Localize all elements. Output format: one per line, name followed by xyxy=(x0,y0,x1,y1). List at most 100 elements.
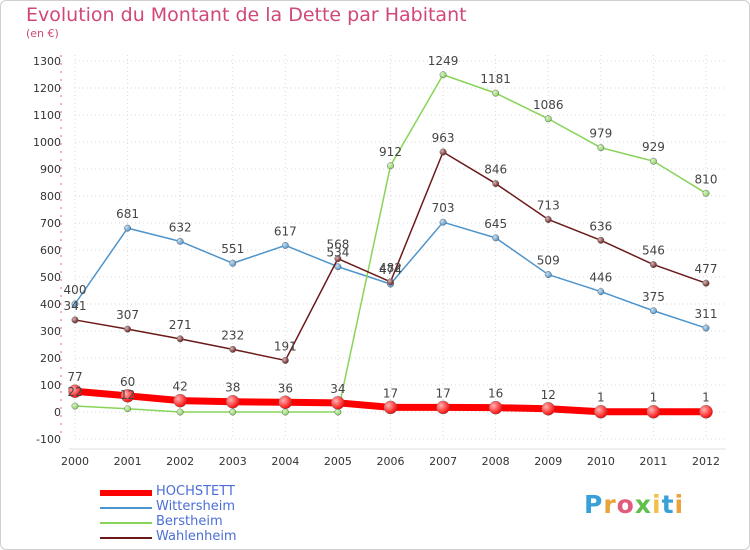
data-point-shine-berstheim xyxy=(229,408,236,416)
y-tick-label: 400 xyxy=(40,298,61,311)
data-label-hochstett: 42 xyxy=(173,380,188,394)
x-tick-label: 2007 xyxy=(429,455,457,468)
y-tick-label: 1000 xyxy=(33,136,61,149)
data-label-hochstett: 16 xyxy=(488,387,503,401)
x-tick-label: 2000 xyxy=(61,455,89,468)
data-label-wittersheim: 703 xyxy=(432,201,455,215)
data-point-shine-berstheim xyxy=(176,408,184,416)
data-point-shine-wittersheim xyxy=(282,242,289,249)
x-tick-label: 2011 xyxy=(639,455,667,468)
data-label-hochstett: 17 xyxy=(435,386,450,400)
data-label-wittersheim: 632 xyxy=(169,220,192,234)
data-label-wittersheim: 617 xyxy=(274,224,297,238)
data-point-shine-hochstett xyxy=(121,389,135,403)
logo-text: Proxiti xyxy=(584,490,685,519)
data-point-shine-berstheim xyxy=(597,144,605,151)
data-label-hochstett: 12 xyxy=(541,388,556,402)
data-point-shine-wittersheim xyxy=(650,307,657,314)
data-point-shine-berstheim xyxy=(439,71,447,78)
data-label-hochstett: 17 xyxy=(383,386,398,400)
data-point-shine-berstheim xyxy=(492,89,499,97)
data-point-shine-wittersheim xyxy=(545,271,552,278)
data-label-wittersheim: 551 xyxy=(221,242,244,256)
data-label-wahlenheim: 477 xyxy=(695,262,718,276)
data-label-berstheim: 979 xyxy=(589,127,612,141)
data-point-shine-wahlenheim xyxy=(282,357,289,364)
data-label-berstheim: 1249 xyxy=(428,54,459,68)
data-point-shine-hochstett xyxy=(646,405,660,419)
data-label-berstheim: 1181 xyxy=(480,72,511,86)
data-point-shine-hochstett xyxy=(226,395,240,409)
data-label-hochstett: 1 xyxy=(597,391,605,405)
data-label-wahlenheim: 568 xyxy=(326,238,349,252)
data-label-wahlenheim: 482 xyxy=(379,261,402,275)
data-point-shine-wittersheim xyxy=(334,263,342,270)
data-label-wittersheim: 375 xyxy=(642,290,665,304)
y-tick-label: 300 xyxy=(40,325,61,338)
data-point-shine-hochstett xyxy=(594,405,608,419)
y-tick-label: 1200 xyxy=(33,82,61,95)
y-tick-label: -100 xyxy=(36,433,61,446)
proxiti-logo: Proxiti xyxy=(584,490,684,519)
data-point-shine-wahlenheim xyxy=(439,148,447,156)
legend: HOCHSTETT Wittersheim Berstheim Wahlenhe… xyxy=(100,484,400,545)
data-point-shine-hochstett xyxy=(489,401,503,415)
data-label-wahlenheim: 271 xyxy=(169,318,192,332)
data-label-wittersheim: 446 xyxy=(589,271,612,285)
x-tick-label: 2008 xyxy=(482,455,510,468)
data-point-shine-wittersheim xyxy=(492,234,499,242)
data-label-berstheim: 810 xyxy=(695,172,718,186)
data-point-shine-wittersheim xyxy=(176,238,184,245)
data-label-hochstett: 60 xyxy=(120,375,135,389)
grid xyxy=(74,55,726,440)
y-tick-label: 800 xyxy=(40,190,61,203)
data-point-shine-wahlenheim xyxy=(650,261,657,268)
x-tick-label: 2005 xyxy=(324,455,352,468)
legend-item-berstheim: Berstheim xyxy=(100,514,400,530)
data-label-wittersheim: 311 xyxy=(695,307,718,321)
data-label-wahlenheim: 846 xyxy=(484,163,507,177)
data-point-shine-wittersheim xyxy=(124,224,131,232)
data-label-wahlenheim: 963 xyxy=(432,131,455,145)
data-label-berstheim: 1086 xyxy=(533,98,564,112)
data-label-wahlenheim: 232 xyxy=(221,328,244,342)
data-point-shine-wittersheim xyxy=(439,218,447,226)
x-tick-label: 2006 xyxy=(377,455,405,468)
legend-swatch-berstheim xyxy=(100,522,152,524)
x-tick-label: 2012 xyxy=(692,455,720,468)
data-point-shine-berstheim xyxy=(545,115,552,122)
y-tick-label: 500 xyxy=(40,271,61,284)
data-label-wahlenheim: 636 xyxy=(589,219,612,233)
data-label-wittersheim: 474 xyxy=(379,263,402,277)
legend-label-wittersheim: Wittersheim xyxy=(156,499,236,514)
data-point-shine-wahlenheim xyxy=(492,180,499,187)
data-label-hochstett: 77 xyxy=(67,370,82,384)
data-point-shine-wahlenheim xyxy=(229,346,236,353)
data-label-wahlenheim: 191 xyxy=(274,339,297,353)
data-point-shine-hochstett xyxy=(331,396,345,410)
legend-label-hochstett: HOCHSTETT xyxy=(156,484,235,499)
data-label-berstheim: 12 xyxy=(120,388,135,402)
data-point-shine-wittersheim xyxy=(597,288,605,295)
x-tick-label: 2009 xyxy=(534,455,562,468)
chart-subtitle: (en €) xyxy=(26,27,59,40)
data-label-wittersheim: 681 xyxy=(116,207,139,221)
data-label-berstheim: 22 xyxy=(67,385,82,399)
data-label-wahlenheim: 713 xyxy=(537,198,560,212)
data-label-hochstett: 1 xyxy=(702,391,710,405)
y-tick-label: 100 xyxy=(40,379,61,392)
data-point-shine-hochstett xyxy=(68,384,82,398)
data-label-hochstett: 1 xyxy=(650,391,658,405)
data-point-shine-berstheim xyxy=(71,402,79,410)
y-tick-label: 600 xyxy=(40,244,61,257)
data-label-hochstett: 36 xyxy=(278,381,293,395)
legend-label-wahlenheim: Wahlenheim xyxy=(156,529,237,544)
data-labels: 77 60 42 38 36 34 17 17 16 12 1 1 1 400 681 632 551 617 53… xyxy=(64,54,718,405)
x-tick-label: 2003 xyxy=(219,455,247,468)
data-point-shine-wahlenheim xyxy=(387,278,394,286)
data-label-wittersheim: 509 xyxy=(537,254,560,268)
data-label-wahlenheim: 546 xyxy=(642,244,665,258)
legend-label-berstheim: Berstheim xyxy=(156,514,223,529)
data-point-shine-hochstett xyxy=(384,400,397,414)
